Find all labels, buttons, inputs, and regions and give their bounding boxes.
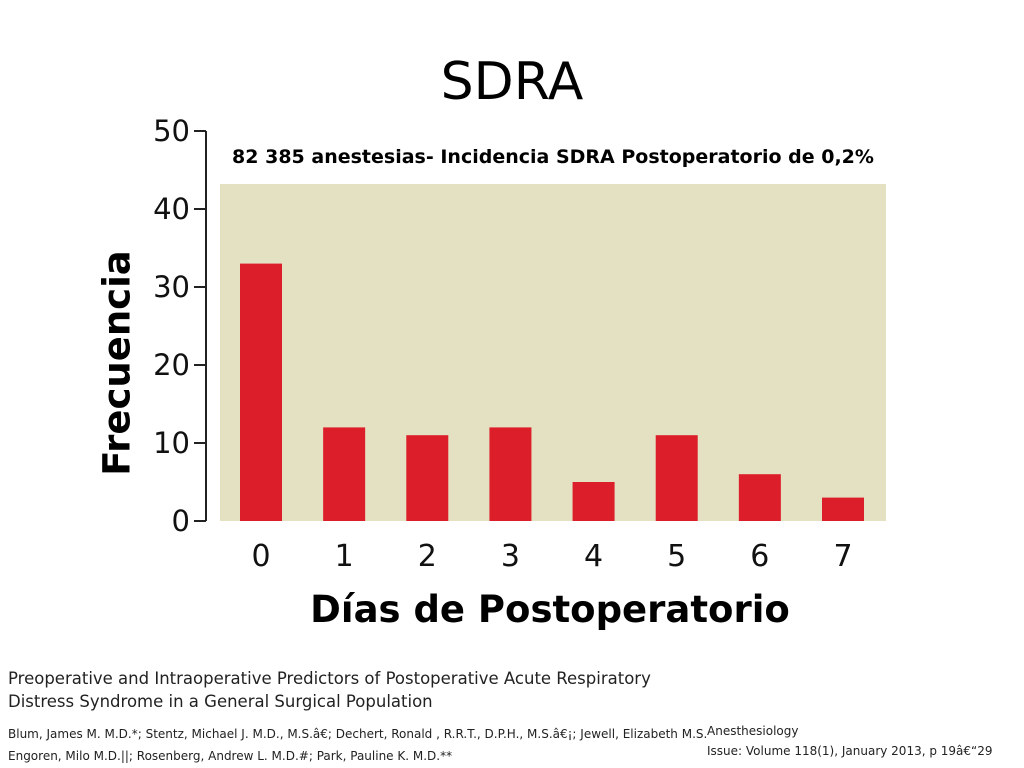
bar-day-6: [738, 474, 781, 521]
x-axis-label: Días de Postoperatorio: [310, 588, 790, 631]
reference-issue: Issue: Volume 118(1), January 2013, p 19…: [707, 744, 993, 758]
bar-day-4: [572, 482, 615, 521]
bar-day-1: [323, 427, 366, 521]
y-tick-label-3: 30: [153, 270, 190, 304]
x-tick-label-0: 0: [251, 539, 270, 574]
y-tick-label-5: 50: [153, 114, 190, 148]
chart-subtitle: 82 385 anestesias- Incidencia SDRA Posto…: [232, 146, 874, 168]
y-tick-label-4: 40: [153, 192, 190, 226]
x-axis-ticks: 0 1 2 3 4 5 6 7: [251, 539, 852, 574]
reference-authors-line-2: Engoren, Milo M.D.||; Rosenberg, Andrew …: [8, 749, 453, 763]
x-tick-label-1: 1: [335, 539, 354, 574]
bar-day-0: [240, 263, 282, 521]
bar-group: [240, 263, 864, 521]
y-tick-label-0: 0: [172, 504, 190, 538]
x-tick-label-2: 2: [418, 539, 437, 574]
bar-day-3: [489, 427, 532, 521]
plot-background: [220, 184, 886, 521]
bar-day-2: [406, 435, 449, 521]
x-tick-label-3: 3: [501, 539, 520, 574]
x-tick-label-6: 6: [750, 539, 769, 574]
reference-article-title: Preoperative and Intraoperative Predicto…: [8, 669, 651, 711]
bar-day-5: [655, 435, 698, 521]
y-tick-label-2: 20: [153, 348, 190, 382]
x-tick-label-4: 4: [584, 539, 603, 574]
bar-day-7: [822, 497, 864, 521]
reference-journal: Anesthesiology: [707, 724, 799, 738]
reference-authors-line-1: Blum, James M. M.D.*; Stentz, Michael J.…: [8, 727, 708, 741]
y-axis-ticks: 0 10 20 30 40 50: [153, 114, 206, 538]
x-tick-label-5: 5: [667, 539, 686, 574]
x-tick-label-7: 7: [833, 539, 852, 574]
y-tick-label-1: 10: [153, 426, 190, 460]
y-axis-label: Frecuencia: [95, 250, 139, 476]
slide-title: SDRA: [440, 52, 584, 112]
